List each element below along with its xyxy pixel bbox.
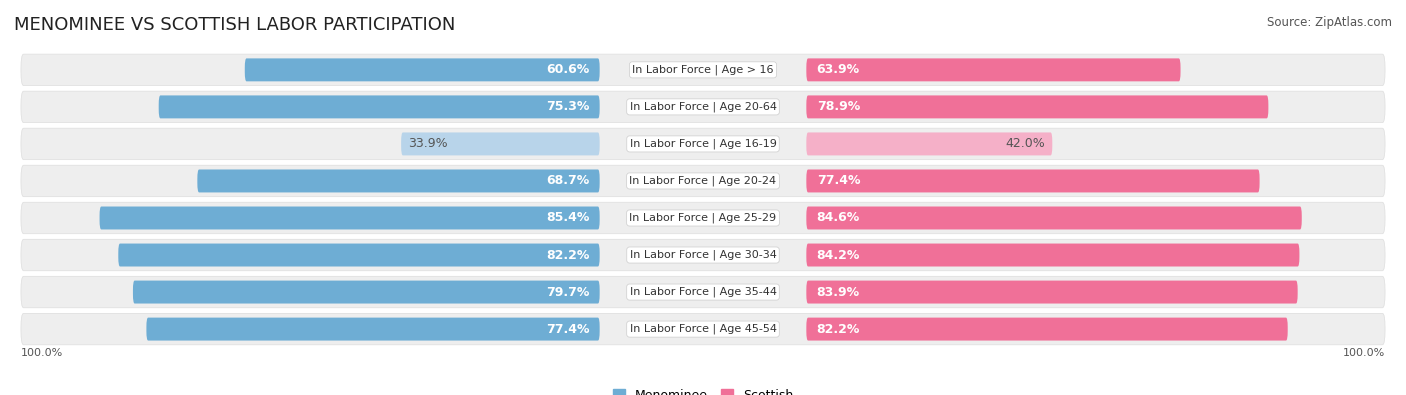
Legend: Menominee, Scottish: Menominee, Scottish [607, 384, 799, 395]
FancyBboxPatch shape [197, 169, 599, 192]
Text: 83.9%: 83.9% [817, 286, 860, 299]
Text: 100.0%: 100.0% [1343, 348, 1385, 358]
Text: In Labor Force | Age 35-44: In Labor Force | Age 35-44 [630, 287, 776, 297]
FancyBboxPatch shape [807, 280, 1298, 303]
FancyBboxPatch shape [21, 239, 1385, 271]
Text: In Labor Force | Age 20-64: In Labor Force | Age 20-64 [630, 102, 776, 112]
Text: In Labor Force | Age > 16: In Labor Force | Age > 16 [633, 65, 773, 75]
FancyBboxPatch shape [21, 165, 1385, 197]
Text: 100.0%: 100.0% [21, 348, 63, 358]
Text: 68.7%: 68.7% [546, 175, 589, 188]
Text: 77.4%: 77.4% [546, 323, 589, 336]
FancyBboxPatch shape [807, 58, 1181, 81]
FancyBboxPatch shape [807, 169, 1260, 192]
Text: 60.6%: 60.6% [546, 63, 589, 76]
Text: 42.0%: 42.0% [1005, 137, 1046, 150]
Text: In Labor Force | Age 30-34: In Labor Force | Age 30-34 [630, 250, 776, 260]
Text: 63.9%: 63.9% [817, 63, 860, 76]
Text: 33.9%: 33.9% [408, 137, 447, 150]
FancyBboxPatch shape [245, 58, 599, 81]
Text: 82.2%: 82.2% [546, 248, 589, 261]
FancyBboxPatch shape [21, 128, 1385, 160]
FancyBboxPatch shape [159, 96, 599, 118]
FancyBboxPatch shape [807, 318, 1288, 340]
Text: 82.2%: 82.2% [817, 323, 860, 336]
Text: Source: ZipAtlas.com: Source: ZipAtlas.com [1267, 16, 1392, 29]
FancyBboxPatch shape [807, 244, 1299, 267]
Text: 79.7%: 79.7% [546, 286, 589, 299]
Text: 75.3%: 75.3% [546, 100, 589, 113]
FancyBboxPatch shape [21, 54, 1385, 86]
Text: In Labor Force | Age 16-19: In Labor Force | Age 16-19 [630, 139, 776, 149]
Text: 85.4%: 85.4% [546, 211, 589, 224]
FancyBboxPatch shape [100, 207, 599, 229]
FancyBboxPatch shape [21, 91, 1385, 122]
FancyBboxPatch shape [118, 244, 599, 267]
FancyBboxPatch shape [134, 280, 599, 303]
FancyBboxPatch shape [21, 202, 1385, 234]
FancyBboxPatch shape [401, 132, 599, 155]
FancyBboxPatch shape [146, 318, 599, 340]
Text: 84.6%: 84.6% [817, 211, 860, 224]
Text: 77.4%: 77.4% [817, 175, 860, 188]
Text: 84.2%: 84.2% [817, 248, 860, 261]
FancyBboxPatch shape [21, 276, 1385, 308]
FancyBboxPatch shape [807, 132, 1052, 155]
Text: In Labor Force | Age 25-29: In Labor Force | Age 25-29 [630, 213, 776, 223]
Text: 78.9%: 78.9% [817, 100, 860, 113]
Text: In Labor Force | Age 45-54: In Labor Force | Age 45-54 [630, 324, 776, 334]
Text: In Labor Force | Age 20-24: In Labor Force | Age 20-24 [630, 176, 776, 186]
FancyBboxPatch shape [807, 207, 1302, 229]
FancyBboxPatch shape [21, 313, 1385, 345]
FancyBboxPatch shape [807, 96, 1268, 118]
Text: MENOMINEE VS SCOTTISH LABOR PARTICIPATION: MENOMINEE VS SCOTTISH LABOR PARTICIPATIO… [14, 16, 456, 34]
